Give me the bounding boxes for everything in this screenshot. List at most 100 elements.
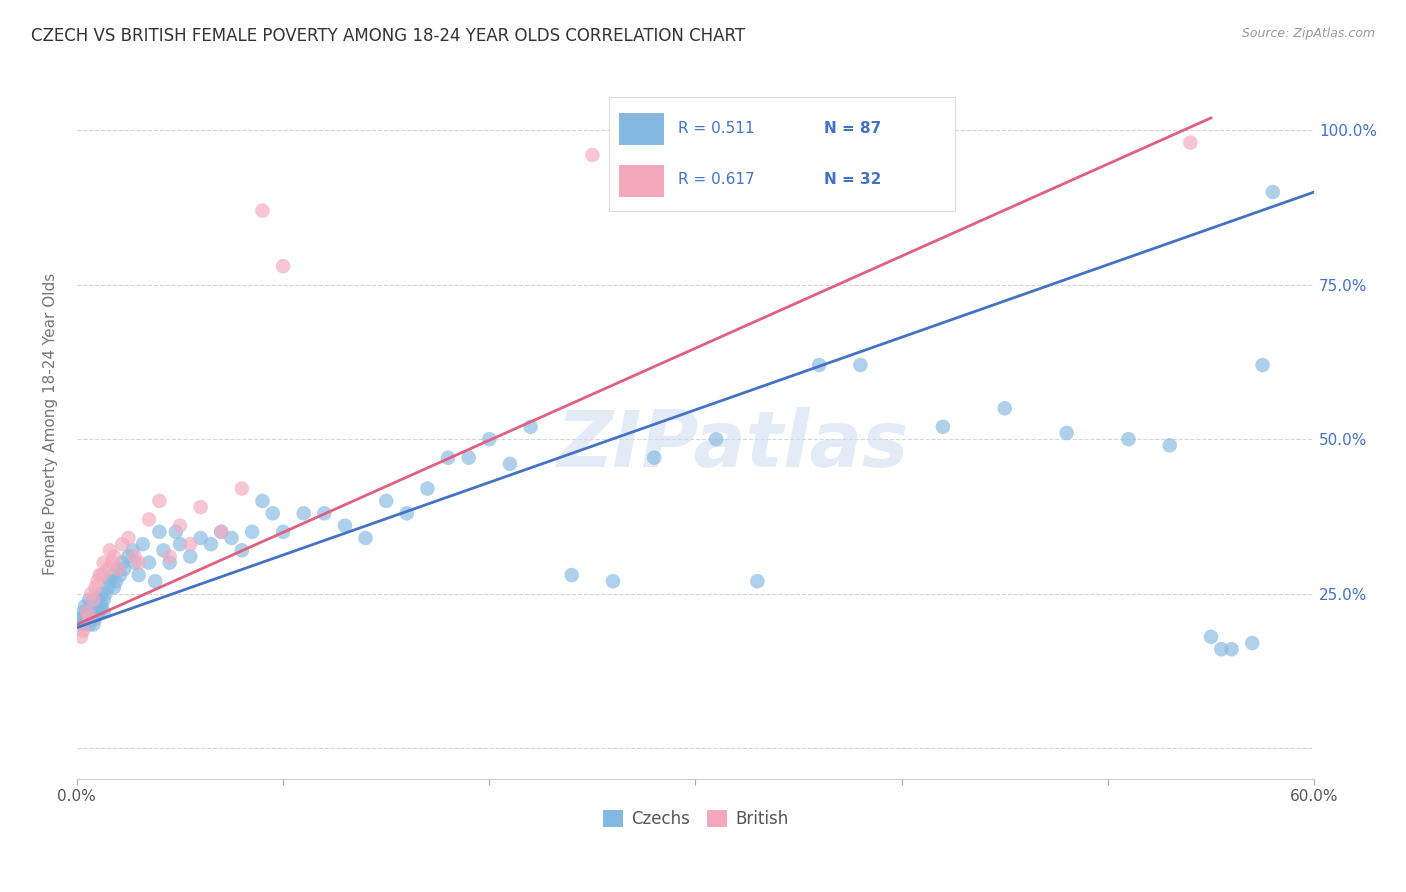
- Point: [86, 574, 108, 589]
- Point: [117, 549, 139, 564]
- Point: [72, 624, 94, 638]
- Point: [561, 568, 583, 582]
- Point: [111, 556, 134, 570]
- Point: [333, 518, 356, 533]
- Point: [86, 592, 108, 607]
- Point: [80, 599, 103, 613]
- Legend: Czechs, British: Czechs, British: [596, 803, 794, 835]
- Point: [111, 537, 134, 551]
- Point: [72, 605, 94, 619]
- Point: [148, 494, 170, 508]
- Point: [152, 543, 174, 558]
- Point: [84, 599, 107, 613]
- Point: [240, 524, 263, 539]
- Point: [808, 358, 831, 372]
- Point: [747, 574, 769, 589]
- Point: [77, 592, 100, 607]
- Point: [90, 599, 112, 613]
- Point: [89, 599, 111, 613]
- Point: [457, 450, 479, 465]
- Point: [221, 531, 243, 545]
- Point: [1180, 136, 1202, 150]
- Point: [75, 617, 97, 632]
- Point: [76, 605, 98, 619]
- Point: [77, 617, 100, 632]
- Point: [1199, 630, 1222, 644]
- Point: [90, 568, 112, 582]
- Point: [165, 524, 187, 539]
- Text: Source: ZipAtlas.com: Source: ZipAtlas.com: [1241, 27, 1375, 40]
- Point: [138, 556, 160, 570]
- Point: [1056, 425, 1078, 440]
- Point: [97, 581, 120, 595]
- Point: [77, 611, 100, 625]
- Point: [70, 630, 93, 644]
- Point: [98, 574, 121, 589]
- Point: [107, 562, 129, 576]
- Point: [1220, 642, 1243, 657]
- Point: [128, 556, 150, 570]
- Point: [82, 617, 104, 632]
- Point: [108, 568, 131, 582]
- Point: [159, 549, 181, 564]
- Point: [314, 506, 336, 520]
- Point: [643, 450, 665, 465]
- Point: [89, 605, 111, 619]
- Point: [231, 482, 253, 496]
- Point: [67, 611, 90, 625]
- Point: [395, 506, 418, 520]
- Point: [209, 524, 232, 539]
- Point: [80, 586, 103, 600]
- Point: [121, 543, 143, 558]
- Point: [124, 549, 146, 564]
- Point: [209, 524, 232, 539]
- Point: [200, 537, 222, 551]
- Point: [375, 494, 398, 508]
- Point: [1261, 185, 1284, 199]
- Point: [994, 401, 1017, 416]
- Point: [169, 537, 191, 551]
- Point: [105, 574, 128, 589]
- Point: [262, 506, 284, 520]
- Point: [80, 611, 103, 625]
- Point: [292, 506, 315, 520]
- Point: [1241, 636, 1264, 650]
- Point: [581, 148, 603, 162]
- Point: [76, 605, 98, 619]
- Point: [101, 556, 124, 570]
- Point: [94, 586, 117, 600]
- Point: [132, 537, 155, 551]
- Point: [138, 512, 160, 526]
- Point: [179, 537, 201, 551]
- Point: [97, 562, 120, 576]
- Point: [354, 531, 377, 545]
- Point: [143, 574, 166, 589]
- Point: [82, 592, 104, 607]
- Point: [84, 611, 107, 625]
- Point: [82, 605, 104, 619]
- Y-axis label: Female Poverty Among 18-24 Year Olds: Female Poverty Among 18-24 Year Olds: [44, 273, 58, 574]
- Point: [932, 419, 955, 434]
- Point: [101, 568, 124, 582]
- Point: [602, 574, 624, 589]
- Text: ZIPatlas: ZIPatlas: [557, 407, 908, 483]
- Point: [159, 556, 181, 570]
- Point: [86, 605, 108, 619]
- Point: [231, 543, 253, 558]
- Point: [107, 562, 129, 576]
- Point: [93, 592, 115, 607]
- Point: [76, 611, 98, 625]
- Point: [1251, 358, 1274, 372]
- Point: [89, 568, 111, 582]
- Point: [190, 500, 212, 515]
- Point: [112, 562, 135, 576]
- Point: [179, 549, 201, 564]
- Point: [271, 524, 294, 539]
- Point: [704, 432, 727, 446]
- Point: [117, 531, 139, 545]
- Point: [70, 617, 93, 632]
- Point: [252, 203, 274, 218]
- Point: [84, 581, 107, 595]
- Point: [90, 586, 112, 600]
- Point: [169, 518, 191, 533]
